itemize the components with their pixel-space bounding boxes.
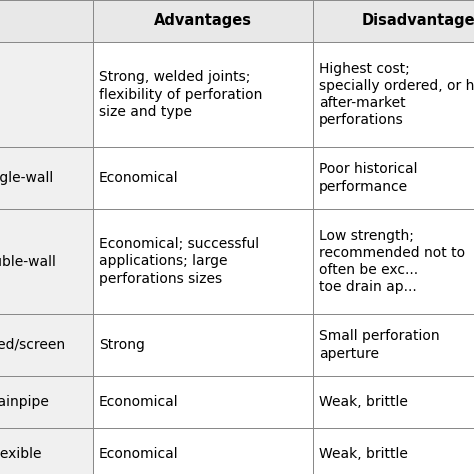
Text: Double-wall: Double-wall <box>0 255 56 268</box>
Bar <box>0 42 93 147</box>
Text: Disadvantages: Disadvantages <box>362 13 474 28</box>
Bar <box>313 428 474 474</box>
Bar <box>0 428 93 474</box>
Text: Weak, brittle: Weak, brittle <box>319 447 408 461</box>
Bar <box>313 42 474 147</box>
Text: Small perforation
aperture: Small perforation aperture <box>319 329 439 361</box>
Text: Flexible: Flexible <box>0 447 42 461</box>
Bar <box>93 0 313 42</box>
Text: Economical: Economical <box>99 171 178 185</box>
Bar <box>0 376 93 428</box>
Bar <box>0 314 93 376</box>
Bar <box>313 147 474 209</box>
Bar <box>313 209 474 314</box>
Text: Single-wall: Single-wall <box>0 171 53 185</box>
Text: Poor historical
performance: Poor historical performance <box>319 163 417 194</box>
Bar <box>0 209 93 314</box>
Text: Economical: Economical <box>99 447 178 461</box>
Text: Advantages: Advantages <box>154 13 252 28</box>
Text: Economical: Economical <box>99 395 178 409</box>
Bar <box>313 376 474 428</box>
Text: Slotted/screen: Slotted/screen <box>0 338 65 352</box>
Bar <box>93 147 313 209</box>
Text: Economical; successful
applications; large
perforations sizes: Economical; successful applications; lar… <box>99 237 259 286</box>
Text: Highest cost;
specially ordered, or have
after-market
perforations: Highest cost; specially ordered, or have… <box>319 62 474 128</box>
Bar <box>313 314 474 376</box>
Bar <box>93 209 313 314</box>
Bar <box>93 428 313 474</box>
Text: Strong, welded joints;
flexibility of perforation
size and type: Strong, welded joints; flexibility of pe… <box>99 70 262 119</box>
Text: Strong: Strong <box>99 338 145 352</box>
Bar <box>93 314 313 376</box>
Bar <box>93 42 313 147</box>
Text: Weak, brittle: Weak, brittle <box>319 395 408 409</box>
Bar <box>313 0 474 42</box>
Bar <box>0 147 93 209</box>
Text: Low strength;
recommended not to
often be exc...
toe drain ap...: Low strength; recommended not to often b… <box>319 228 465 294</box>
Bar <box>93 376 313 428</box>
Text: Drainpipe: Drainpipe <box>0 395 49 409</box>
Bar <box>0 0 93 42</box>
